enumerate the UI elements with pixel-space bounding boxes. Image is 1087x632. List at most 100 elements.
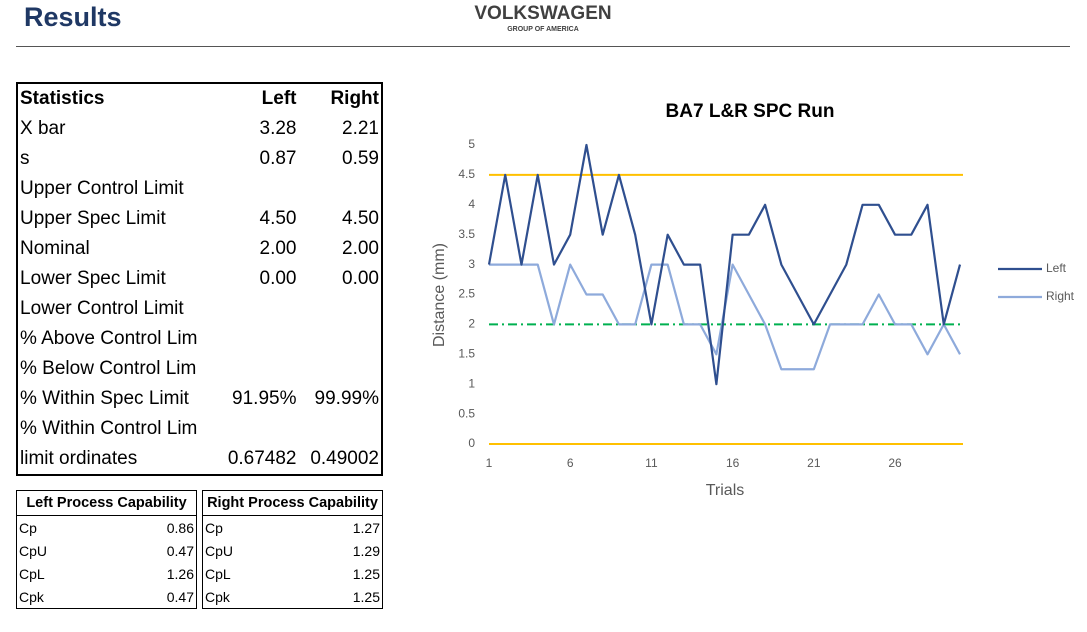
cap-label: CpL	[19, 565, 45, 582]
x-tick-label: 6	[567, 456, 574, 470]
value-cell: 0.00	[342, 268, 379, 289]
page-title: Results	[24, 2, 122, 32]
label-cell: Lower Spec Limit	[20, 268, 166, 289]
y-tick-label: 2	[468, 317, 475, 331]
stat-row: s 0.87 0.59	[17, 144, 382, 174]
cap-value: 1.29	[352, 542, 380, 559]
y-tick-label: 1.5	[458, 346, 475, 360]
cap-row: Cpk 1.25	[203, 585, 383, 609]
cap-header-row: Left Process Capability	[16, 490, 197, 516]
stat-row: Upper Control Limit	[17, 174, 382, 204]
y-tick-label: 0	[468, 436, 475, 450]
cap-row: Cp 1.27	[203, 516, 383, 540]
stat-row: Nominal 2.00 2.00	[17, 234, 382, 264]
chart-title: BA7 L&R SPC Run	[666, 101, 835, 122]
header-row: Statistics Left Right	[17, 83, 382, 114]
value-cell: 0.87	[259, 148, 297, 169]
x-tick-label: 1	[486, 456, 493, 470]
stat-row: % Below Control Lim	[17, 354, 382, 384]
brand-sub: GROUP OF AMERICA	[507, 26, 579, 33]
legend-label: Right	[1046, 289, 1075, 303]
cap-label: Cpk	[205, 588, 230, 605]
header-cell: Statistics	[20, 88, 105, 109]
left-capability-table: Left Process Capability Cp 0.86 CpU 0.47 CpL 1…	[16, 490, 197, 609]
stat-row: limit ordinates 0.67482 0.49002	[17, 444, 382, 475]
cap-head: Right Process Capability	[202, 490, 383, 516]
cap-value: 1.25	[352, 588, 380, 605]
y-tick-label: 4	[468, 197, 475, 211]
cap-title: Left Process Capability	[16, 490, 197, 516]
x-tick-label: 21	[807, 456, 821, 470]
cap-title: Right Process Capability	[202, 490, 383, 516]
y-tick-label: 1	[468, 376, 475, 390]
cap-value: 1.26	[166, 565, 194, 582]
y-tick-label: 0.5	[458, 406, 475, 420]
x-tick-label: 26	[888, 456, 902, 470]
value-cell: 2.21	[342, 118, 379, 139]
value-cell: 0.00	[259, 268, 297, 289]
cap-header-row: Right Process Capability	[202, 490, 383, 516]
right-capability-table: Right Process Capability Cp 1.27 CpU 1.29 CpL…	[202, 490, 383, 609]
header-cell: Right	[330, 88, 379, 109]
cap-label: Cp	[205, 519, 223, 536]
cap-head: Left Process Capability	[16, 490, 197, 516]
cap-row: CpU 1.29	[203, 539, 383, 562]
y-tick-label: 3.5	[458, 227, 475, 241]
y-tick-label: 3	[468, 257, 475, 271]
stat-row: % Within Spec Limit 91.95% 99.99%	[17, 384, 382, 414]
label-cell: limit ordinates	[20, 448, 138, 469]
stat-row: X bar 3.28 2.21	[17, 114, 382, 144]
stat-row: Upper Spec Limit 4.50 4.50	[17, 204, 382, 234]
stat-row: Lower Control Limit	[17, 294, 382, 324]
cap-value: 1.25	[352, 565, 380, 582]
cap-row: CpL 1.25	[203, 562, 383, 585]
cap-label: Cpk	[19, 588, 44, 605]
value-cell: 3.28	[259, 118, 297, 139]
value-cell: 0.49002	[310, 448, 379, 469]
cap-body: Cp 0.86 CpU 0.47 CpL 1.26 Cpk 0.47	[16, 515, 197, 609]
label-cell: Upper Spec Limit	[20, 208, 166, 229]
value-cell: 99.99%	[314, 388, 379, 409]
series-line	[487, 143, 962, 386]
brand: VOLKSWAGEN	[474, 3, 612, 24]
value-cell: 4.50	[259, 208, 297, 229]
value-cell: 2.00	[342, 238, 379, 259]
cap-value: 0.86	[166, 519, 194, 536]
cap-row: CpL 1.26	[17, 562, 197, 585]
label-cell: % Above Control Lim	[20, 328, 198, 349]
label-cell: % Within Control Lim	[20, 418, 198, 439]
x-axis-label: Trials	[706, 482, 745, 499]
value-cell: 2.00	[259, 238, 297, 259]
label-cell: s	[20, 148, 30, 169]
cap-label: Cp	[19, 519, 37, 536]
value-cell: 91.95%	[232, 388, 297, 409]
label-cell: % Within Spec Limit	[20, 388, 189, 409]
label-cell: Nominal	[20, 238, 90, 259]
value-cell: 0.67482	[227, 448, 297, 469]
y-tick-label: 4.5	[458, 167, 475, 181]
cap-row: Cpk 0.47	[17, 585, 197, 609]
legend-label: Left	[1046, 261, 1067, 275]
cap-label: CpU	[19, 542, 48, 559]
cap-row: Cp 0.86	[17, 516, 197, 540]
y-axis-label: Distance (mm)	[431, 243, 448, 347]
y-tick-label: 2.5	[458, 287, 475, 301]
stat-row: % Above Control Lim	[17, 324, 382, 354]
label-cell: Lower Control Limit	[20, 298, 184, 319]
label-cell: Upper Control Limit	[20, 178, 184, 199]
cap-row: CpU 0.47	[17, 539, 197, 562]
value-cell: 4.50	[342, 208, 379, 229]
x-tick-label: 16	[726, 456, 740, 470]
stat-row: % Within Control Lim	[17, 414, 382, 444]
stat-row: Lower Spec Limit 0.00 0.00	[17, 264, 382, 294]
header-cell: Left	[261, 88, 297, 109]
cap-value: 0.47	[166, 542, 194, 559]
cap-value: 1.27	[352, 519, 380, 536]
cap-body: Cp 1.27 CpU 1.29 CpL 1.25 Cpk 1.25	[202, 515, 383, 609]
cap-label: CpU	[205, 542, 234, 559]
x-tick-label: 11	[645, 456, 658, 470]
label-cell: % Below Control Lim	[20, 358, 197, 379]
label-cell: X bar	[20, 118, 66, 139]
